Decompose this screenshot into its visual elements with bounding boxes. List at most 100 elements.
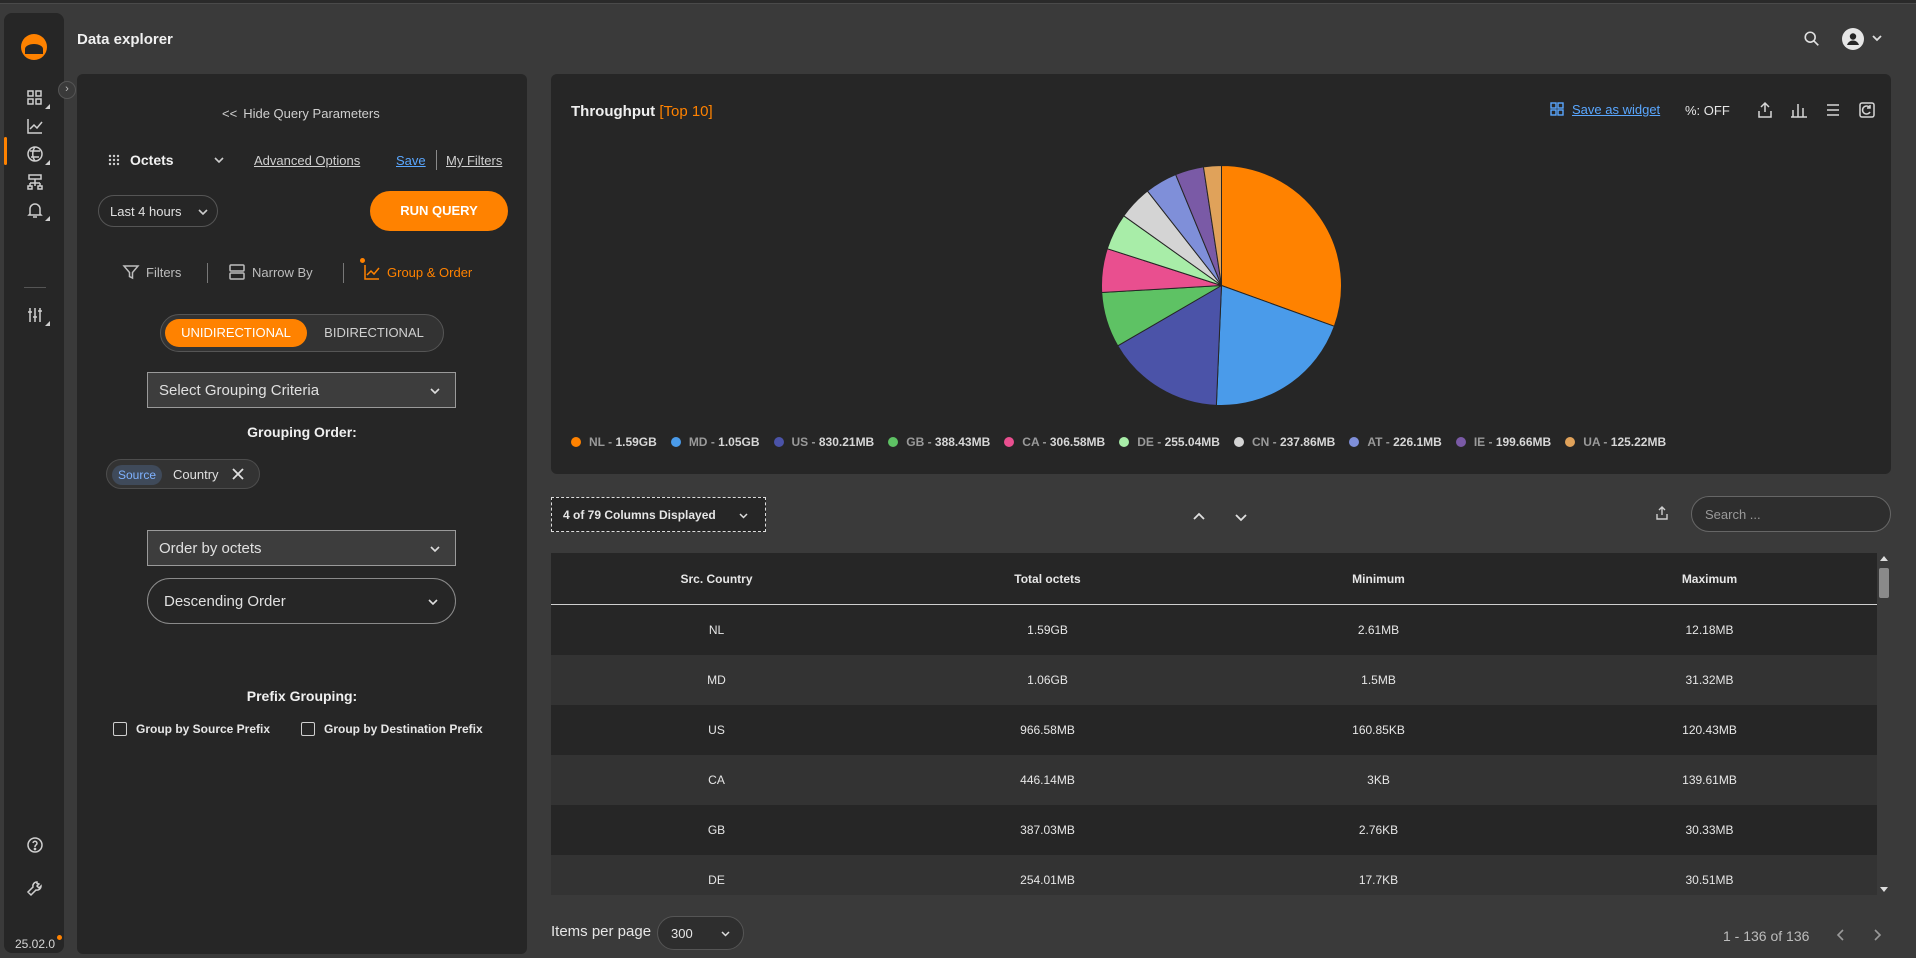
table-row[interactable]: DE 254.01MB 17.7KB 30.51MB — [551, 855, 1877, 895]
chevron-down-icon[interactable] — [1233, 509, 1249, 525]
my-filters-link[interactable]: My Filters — [446, 153, 503, 168]
save-as-widget-link[interactable]: Save as widget — [1550, 102, 1660, 117]
legend-separator: - — [1039, 435, 1050, 449]
table-search-input[interactable]: Search ... — [1691, 496, 1891, 532]
table-cell: 2.61MB — [1357, 623, 1400, 637]
table-cell: 1.06GB — [1027, 673, 1068, 687]
columns-displayed-select[interactable]: 4 of 79 Columns Displayed — [551, 497, 766, 532]
group-by-source-prefix-checkbox[interactable]: Group by Source Prefix — [113, 722, 270, 736]
legend-item[interactable]: CA - 306.58MB — [1004, 435, 1105, 449]
legend-value: 830.21MB — [818, 435, 875, 449]
list-icon[interactable] — [1824, 101, 1842, 119]
expand-rail-button[interactable]: › — [58, 81, 76, 99]
table-cell: 966.58MB — [1020, 723, 1075, 737]
scroll-up-arrow[interactable] — [1880, 556, 1888, 561]
chevron-down-icon[interactable] — [213, 153, 225, 165]
legend-item[interactable]: AT - 226.1MB — [1349, 435, 1442, 449]
group-by-destination-prefix-checkbox[interactable]: Group by Destination Prefix — [301, 722, 483, 736]
legend-swatch — [1565, 437, 1576, 447]
grouping-criteria-select[interactable]: Select Grouping Criteria — [147, 372, 456, 408]
scroll-thumb[interactable] — [1879, 568, 1889, 598]
legend-value: 125.22MB — [1610, 435, 1667, 449]
table-row[interactable]: CA 446.14MB 3KB 139.61MB — [551, 755, 1877, 805]
refresh-icon[interactable] — [1858, 101, 1876, 119]
legend-item[interactable]: DE - 255.04MB — [1119, 435, 1220, 449]
legend-item[interactable]: IE - 199.66MB — [1455, 435, 1551, 449]
grouping-chip: Source Country — [106, 459, 260, 489]
pie-slice-md[interactable] — [1215, 284, 1335, 406]
column-header[interactable]: Src. Country — [680, 571, 753, 586]
table-export-icon[interactable] — [1654, 505, 1670, 521]
double-chevron-left-icon: << — [222, 106, 238, 121]
percent-toggle[interactable]: %: OFF — [1685, 103, 1730, 118]
legend-item[interactable]: GB - 388.43MB — [888, 435, 990, 449]
next-page-icon[interactable] — [1869, 927, 1885, 943]
bidirectional-option[interactable]: BIDIRECTIONAL — [324, 325, 424, 340]
chevron-up-icon[interactable] — [1191, 509, 1207, 525]
table-cell: 3KB — [1367, 773, 1390, 787]
table-cell: CA — [708, 773, 725, 787]
search-icon[interactable] — [1803, 30, 1823, 50]
advanced-options-link[interactable]: Advanced Options — [254, 153, 361, 168]
filter-icon — [122, 265, 140, 280]
bell-icon[interactable] — [26, 201, 50, 221]
legend-item[interactable]: CN - 237.86MB — [1233, 435, 1335, 449]
column-header[interactable]: Maximum — [1681, 571, 1738, 586]
dashboard-icon[interactable] — [26, 89, 50, 109]
column-header[interactable]: Minimum — [1352, 571, 1405, 586]
app-logo[interactable] — [21, 34, 47, 60]
table-cell: 160.85KB — [1352, 723, 1405, 737]
topology-icon[interactable] — [26, 173, 46, 193]
version-label: 25.02.0 — [15, 937, 56, 951]
legend-item[interactable]: MD - 1.05GB — [670, 435, 760, 449]
table-row[interactable]: GB 387.03MB 2.76KB 30.33MB — [551, 805, 1877, 855]
order-direction-label: Descending Order — [164, 593, 286, 610]
unidirectional-option[interactable]: UNIDIRECTIONAL — [165, 319, 307, 347]
checkbox-box — [113, 722, 127, 736]
column-header[interactable]: Total octets — [1014, 571, 1081, 586]
wrench-icon[interactable] — [26, 880, 46, 900]
run-query-button[interactable]: RUN QUERY — [370, 191, 508, 231]
legend-item[interactable]: UA - 125.22MB — [1565, 435, 1666, 449]
export-icon[interactable] — [1756, 101, 1774, 119]
order-direction-select[interactable]: Descending Order — [147, 578, 456, 624]
previous-page-icon[interactable] — [1833, 927, 1849, 943]
table-row[interactable]: US 966.58MB 160.85KB 120.43MB — [551, 705, 1877, 755]
chevron-down-icon[interactable] — [1870, 31, 1884, 45]
chevron-down-icon — [198, 209, 208, 216]
user-avatar-icon[interactable] — [1842, 28, 1864, 50]
settings-sliders-icon[interactable] — [26, 306, 50, 326]
bar-chart-icon[interactable] — [1790, 101, 1808, 119]
pie-slice-us[interactable] — [1117, 284, 1223, 406]
legend-item[interactable]: US - 830.21MB — [773, 435, 875, 449]
chart-icon[interactable] — [26, 117, 46, 137]
legend-swatch — [1349, 437, 1360, 447]
table-row[interactable]: MD 1.06GB 1.5MB 31.32MB — [551, 655, 1877, 705]
globe-icon[interactable] — [26, 145, 50, 165]
table-row[interactable]: NL 1.59GB 2.61MB 12.18MB — [551, 605, 1877, 655]
table-scrollbar[interactable] — [1877, 553, 1891, 895]
save-link[interactable]: Save — [396, 153, 426, 168]
legend-category: MD — [688, 435, 708, 449]
metric-select[interactable]: Octets — [108, 152, 174, 168]
tab-narrow-by[interactable]: Narrow By — [228, 263, 313, 281]
order-by-select[interactable]: Order by octets — [147, 530, 456, 566]
checkbox-label: Group by Destination Prefix — [324, 722, 483, 736]
pie-slice-ua[interactable] — [1202, 164, 1222, 286]
items-per-page-select[interactable]: 300 — [657, 916, 744, 950]
legend-swatch — [773, 437, 784, 447]
table-cell: 1.59GB — [1027, 623, 1068, 637]
legend-item[interactable]: NL - 1.59GB — [571, 435, 657, 449]
chart-title-text: Throughput — [571, 103, 656, 120]
tab-group-order[interactable]: Group & Order — [363, 263, 472, 281]
legend-swatch — [1233, 437, 1244, 447]
help-icon[interactable] — [26, 836, 46, 856]
link-separator — [436, 150, 437, 170]
hide-query-parameters-link[interactable]: << Hide Query Parameters — [222, 106, 380, 121]
close-icon[interactable] — [231, 467, 245, 481]
active-tab-dot — [360, 258, 365, 263]
time-range-select[interactable]: Last 4 hours — [98, 195, 218, 227]
pie-slice-nl[interactable] — [1221, 164, 1342, 327]
tab-filters[interactable]: Filters — [122, 263, 181, 281]
scroll-down-arrow[interactable] — [1880, 887, 1888, 892]
